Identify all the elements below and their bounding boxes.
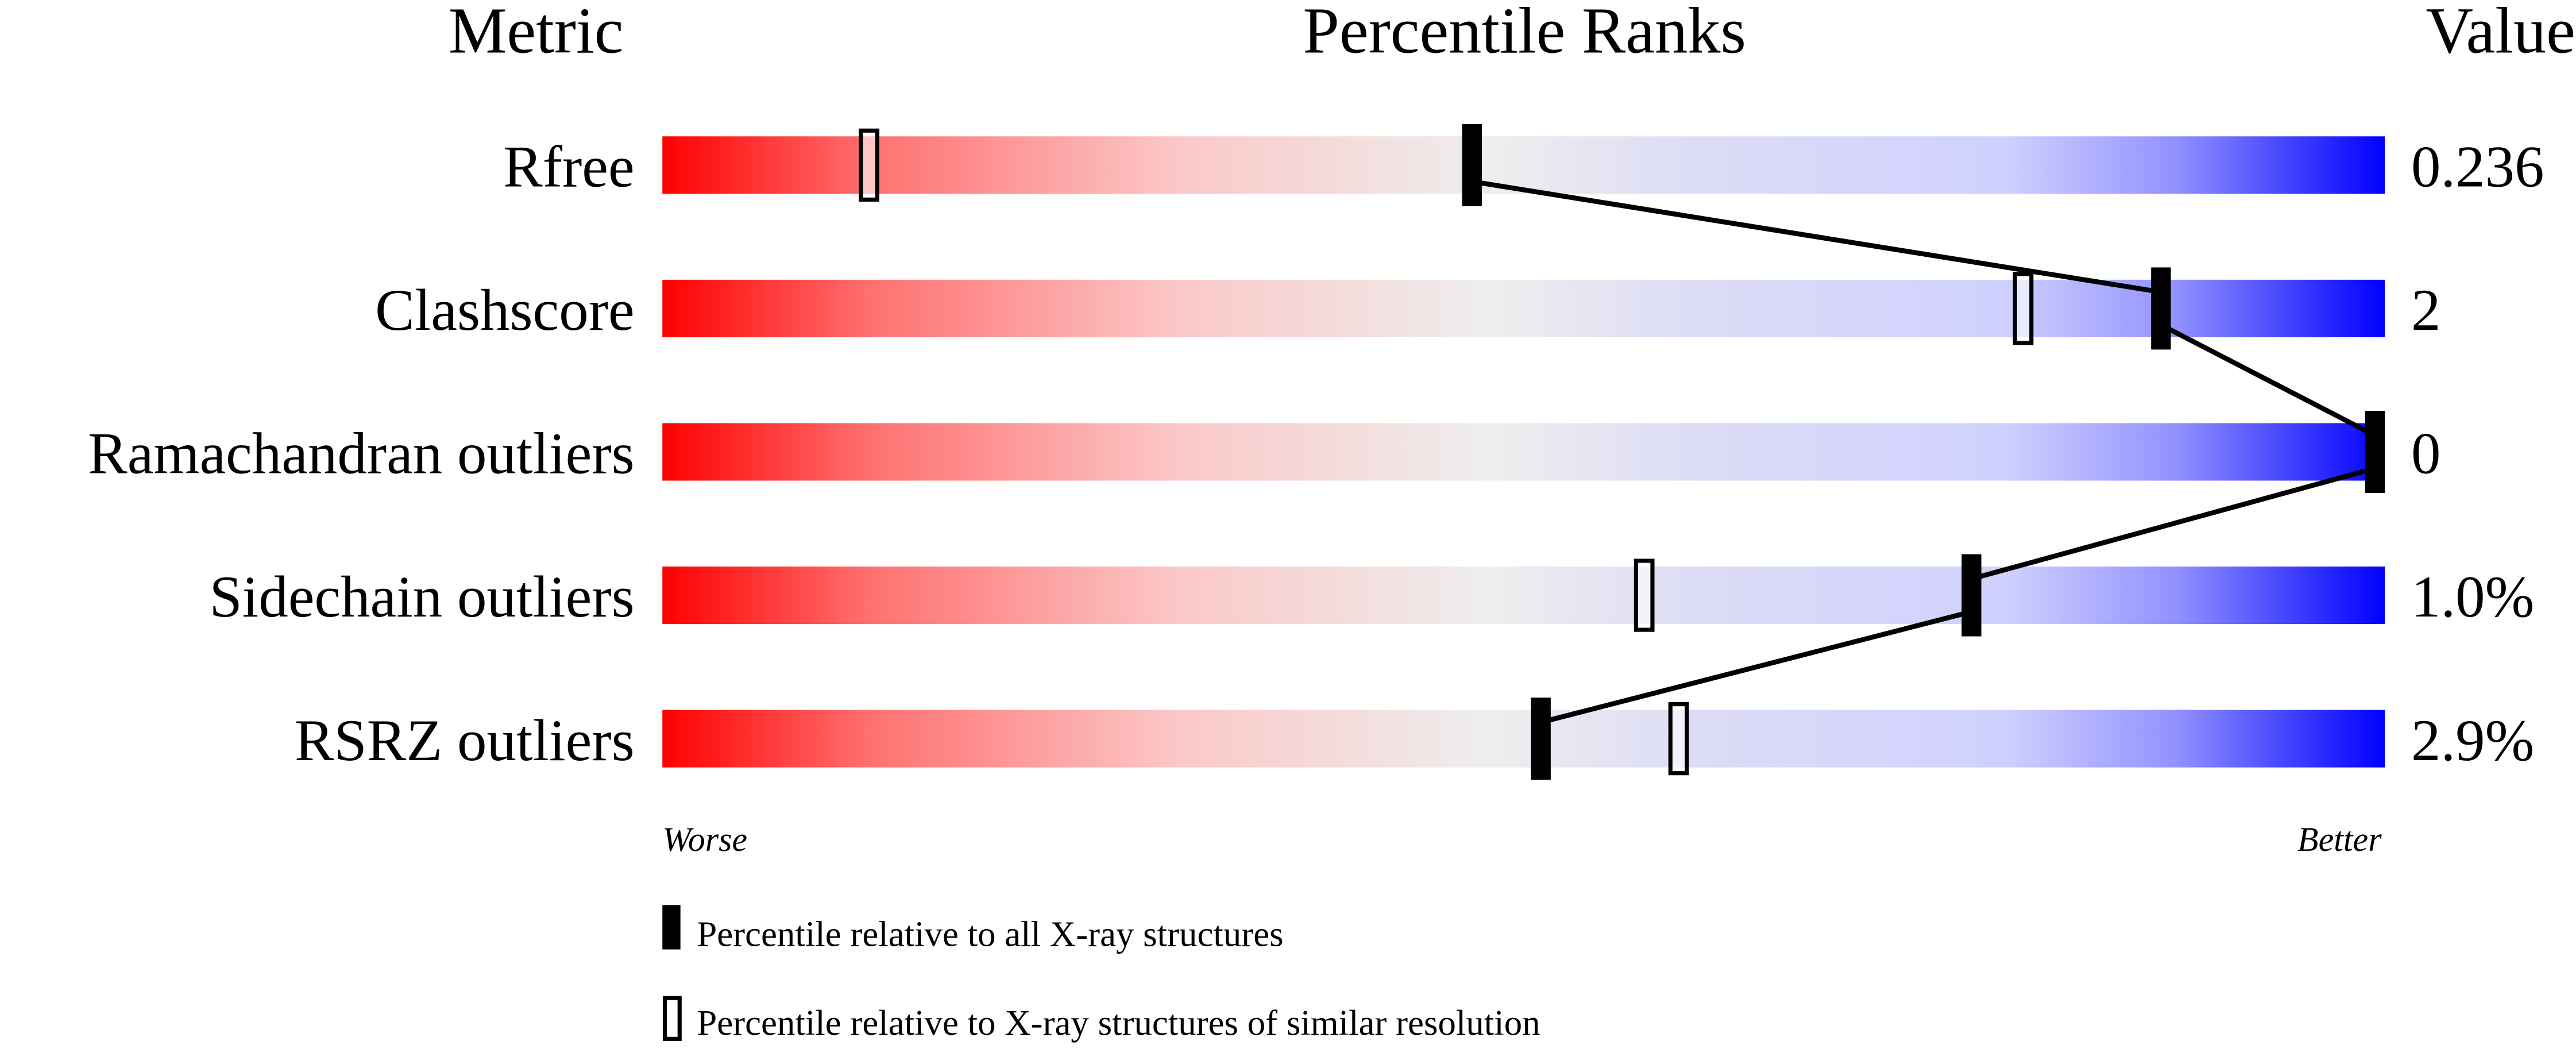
marker-all-structures [2151,267,2171,350]
metric-label: Sidechain outliers [209,564,634,630]
connector-line [1971,465,2376,581]
connector-line [1540,609,1972,725]
percentile-bar [662,567,2385,625]
metric-value: 2.9% [2411,708,2534,773]
marker-all-structures [1462,124,1482,206]
marker-all-structures [1961,554,1982,637]
marker-all-structures [2365,411,2385,493]
axis-label-better: Better [2297,820,2382,858]
percentile-bar [662,136,2385,194]
marker-all-structures [1531,698,1551,780]
marker-similar-resolution [859,128,879,202]
legend-filled-label: Percentile relative to all X-ray structu… [697,914,1283,954]
metric-value: 2 [2411,278,2440,343]
metric-value: 1.0% [2411,564,2534,630]
marker-similar-resolution [1668,702,1689,776]
metric-value: 0.236 [2411,134,2544,199]
connector-line [1472,179,2162,295]
percentile-bar [662,279,2385,337]
legend-hollow-swatch [662,996,682,1041]
header-value: Value [2426,0,2575,67]
marker-similar-resolution [2013,272,2034,345]
header-percentile: Percentile Ranks [1303,0,1746,67]
legend-hollow-label: Percentile relative to X-ray structures … [697,1003,1540,1043]
header-metric: Metric [449,0,624,67]
percentile-bar [662,710,2385,768]
metric-label: Clashscore [375,278,635,343]
legend-filled-swatch [662,905,681,950]
metric-label: Rfree [503,134,635,199]
metric-value: 0 [2411,421,2440,487]
connector-line [2160,322,2377,438]
metric-label: RSRZ outliers [295,708,635,773]
axis-label-worse: Worse [662,820,747,858]
percentile-bar [662,423,2385,481]
marker-similar-resolution [1633,558,1655,632]
metric-label: Ramachandran outliers [88,421,635,487]
